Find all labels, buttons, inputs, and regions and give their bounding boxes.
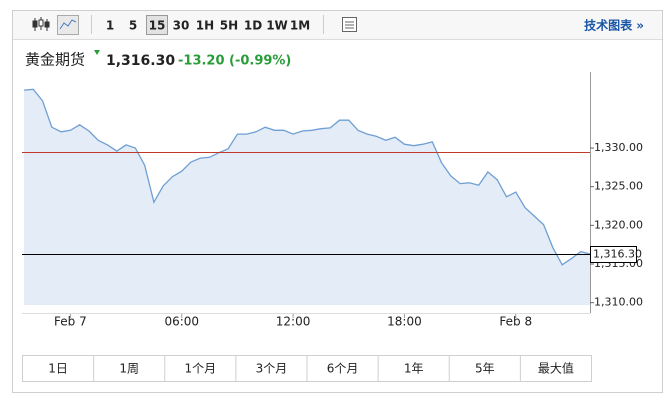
y-tick-label: 1,325.00 bbox=[594, 180, 643, 193]
x-tick-label: Feb 7 bbox=[54, 315, 87, 329]
candle-icon[interactable] bbox=[32, 17, 50, 31]
y-tick-label: 1,330.00 bbox=[594, 141, 643, 154]
range-button[interactable]: 最大值 bbox=[538, 361, 574, 376]
line-icon[interactable] bbox=[57, 15, 79, 35]
price-label: 1,316.30 bbox=[593, 248, 642, 261]
range-button[interactable]: 5年 bbox=[475, 362, 495, 376]
range-button[interactable]: 6个月 bbox=[327, 362, 359, 376]
instrument-name: 黄金期货 bbox=[25, 51, 85, 69]
interval-button[interactable]: 15 bbox=[149, 19, 166, 33]
range-button[interactable]: 1年 bbox=[404, 362, 424, 376]
x-tick-label: 18:00 bbox=[387, 315, 422, 329]
interval-button[interactable]: 1 bbox=[106, 19, 114, 33]
tech-chart-link[interactable]: 技术图表 » bbox=[584, 18, 644, 33]
interval-button[interactable]: 30 bbox=[173, 19, 190, 33]
price: 1,316.30 bbox=[106, 53, 175, 69]
x-tick-label: Feb 8 bbox=[499, 315, 532, 329]
interval-selected bbox=[146, 15, 168, 35]
change-pct: (-0.99%) bbox=[229, 54, 291, 69]
line-icon-glyph bbox=[59, 19, 77, 30]
change: -13.20 bbox=[178, 54, 225, 69]
down-arrow bbox=[94, 50, 100, 55]
interval-button[interactable]: 1M bbox=[290, 19, 310, 33]
interval-button[interactable]: 5 bbox=[129, 19, 137, 33]
y-tick-label: 1,310.00 bbox=[594, 296, 643, 309]
x-tick-label: 06:00 bbox=[164, 315, 199, 329]
table-icon[interactable] bbox=[342, 17, 357, 32]
x-tick-label: 12:00 bbox=[276, 315, 311, 329]
range-button[interactable]: 1周 bbox=[119, 362, 139, 376]
interval-button[interactable]: 5H bbox=[220, 19, 238, 33]
interval-button[interactable]: 1H bbox=[196, 19, 214, 33]
range-button[interactable]: 3个月 bbox=[256, 362, 288, 376]
range-button[interactable]: 1日 bbox=[48, 362, 68, 376]
line bbox=[23, 88, 591, 266]
interval-button[interactable]: 1D bbox=[244, 19, 262, 33]
area bbox=[24, 89, 590, 305]
range-button[interactable]: 1个月 bbox=[184, 362, 216, 376]
toolbar-bg bbox=[13, 11, 662, 39]
price-label-box bbox=[590, 246, 637, 263]
interval-button[interactable]: 1W bbox=[266, 19, 288, 33]
y-tick-label: 1,320.00 bbox=[594, 218, 643, 231]
